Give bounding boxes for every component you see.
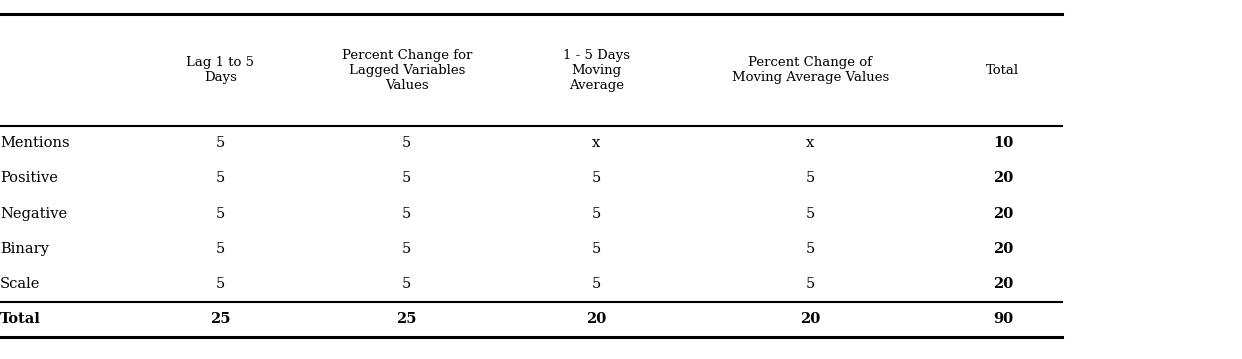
Text: Lag 1 to 5
Days: Lag 1 to 5 Days	[186, 56, 255, 84]
Text: 5: 5	[402, 172, 411, 185]
Text: 5: 5	[591, 172, 601, 185]
Text: 5: 5	[591, 242, 601, 256]
Text: 20: 20	[992, 277, 1013, 291]
Text: 5: 5	[591, 207, 601, 220]
Text: Positive: Positive	[0, 172, 58, 185]
Text: Scale: Scale	[0, 277, 41, 291]
Text: 5: 5	[806, 277, 815, 291]
Text: 5: 5	[216, 242, 225, 256]
Text: 5: 5	[216, 207, 225, 220]
Text: 10: 10	[992, 136, 1013, 150]
Text: x: x	[806, 136, 815, 150]
Text: 20: 20	[992, 242, 1013, 256]
Text: 5: 5	[402, 136, 411, 150]
Text: 20: 20	[586, 312, 606, 326]
Text: 5: 5	[216, 277, 225, 291]
Text: 20: 20	[800, 312, 821, 326]
Text: 5: 5	[806, 207, 815, 220]
Text: 5: 5	[591, 277, 601, 291]
Text: 5: 5	[402, 242, 411, 256]
Text: Binary: Binary	[0, 242, 48, 256]
Text: 5: 5	[216, 172, 225, 185]
Text: 5: 5	[806, 172, 815, 185]
Text: 90: 90	[992, 312, 1013, 326]
Text: 5: 5	[402, 277, 411, 291]
Text: x: x	[592, 136, 600, 150]
Text: 20: 20	[992, 207, 1013, 220]
Text: 20: 20	[992, 172, 1013, 185]
Text: Total: Total	[986, 64, 1020, 76]
Text: 1 - 5 Days
Moving
Average: 1 - 5 Days Moving Average	[563, 48, 630, 92]
Text: 5: 5	[216, 136, 225, 150]
Text: Negative: Negative	[0, 207, 67, 220]
Text: 25: 25	[396, 312, 417, 326]
Text: Total: Total	[0, 312, 41, 326]
Text: Percent Change of
Moving Average Values: Percent Change of Moving Average Values	[732, 56, 889, 84]
Text: Mentions: Mentions	[0, 136, 70, 150]
Text: Percent Change for
Lagged Variables
Values: Percent Change for Lagged Variables Valu…	[342, 48, 472, 92]
Text: 5: 5	[402, 207, 411, 220]
Text: 25: 25	[210, 312, 231, 326]
Text: 5: 5	[806, 242, 815, 256]
